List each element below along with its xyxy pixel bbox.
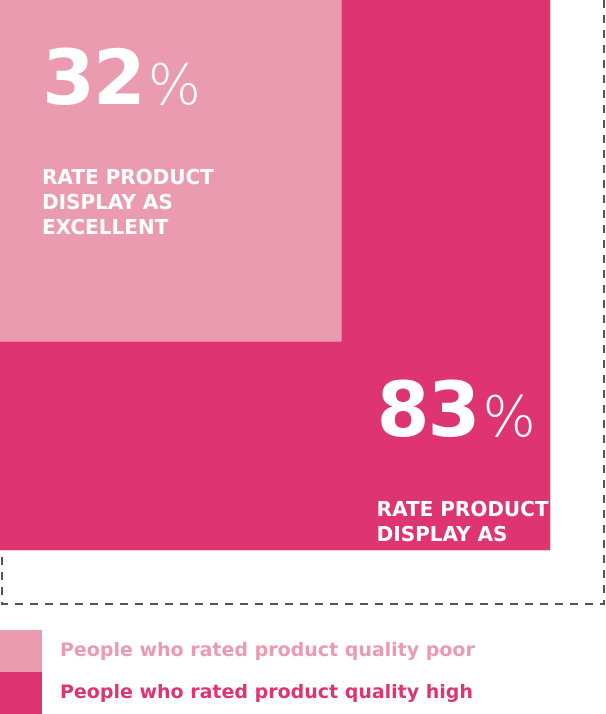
full-outline <box>1 0 605 605</box>
square <box>0 0 342 342</box>
value-unit: % <box>147 53 201 118</box>
legend-swatch <box>0 630 42 672</box>
caption: RATE PRODUCT DISPLAY AS EXCELLENT <box>376 496 549 571</box>
legend-label: People who rated product quality poor <box>60 639 475 661</box>
value-number: 32 <box>42 33 146 122</box>
legend-label: People who rated product quality high <box>60 681 473 703</box>
legend-swatch <box>0 672 42 714</box>
value-label: 83% <box>377 371 536 450</box>
caption: RATE PRODUCT DISPLAY AS EXCELLENT <box>42 165 214 239</box>
value-number: 83 <box>376 364 481 454</box>
value-label: 32% <box>42 40 201 116</box>
value-unit: % <box>482 384 536 450</box>
